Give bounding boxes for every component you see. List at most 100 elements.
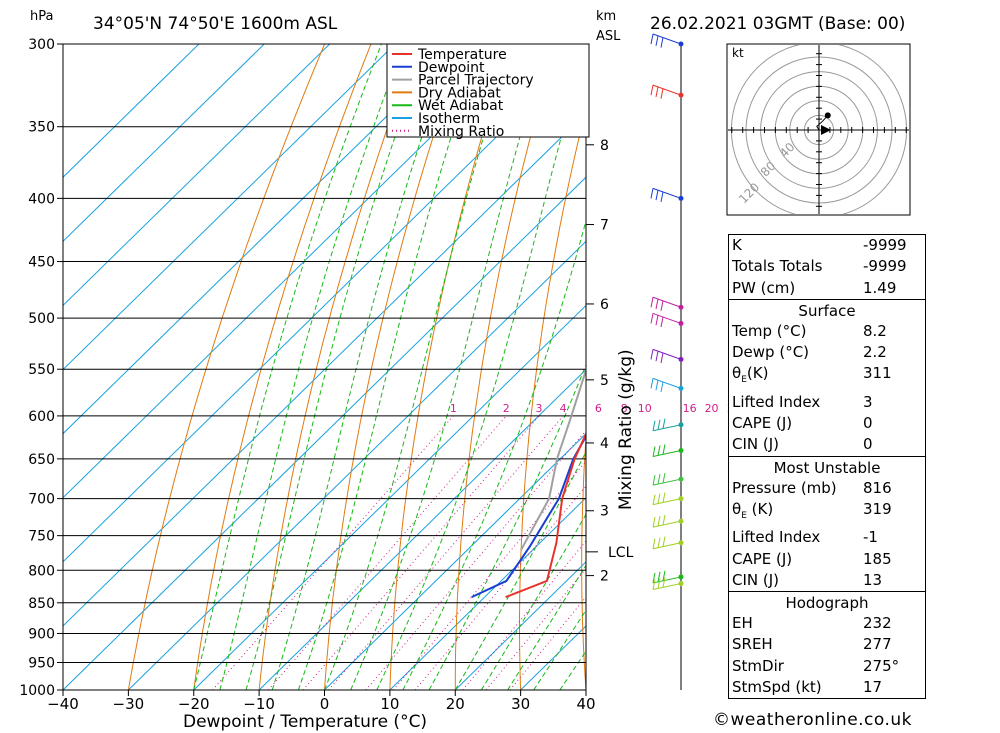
stmdir-label: StmDir (732, 656, 784, 675)
mu-pressure-label: Pressure (mb) (732, 478, 837, 497)
wind-barb-staff (652, 576, 682, 584)
pressure-lines (63, 43, 586, 691)
wind-barb-feather (655, 315, 659, 326)
wind-barb-feather (650, 188, 654, 199)
isotherm-line (324, 432, 586, 690)
temperature-tick-label: −20 (178, 695, 210, 713)
wind-barb-feather (650, 85, 654, 96)
mu-li-row: Lifted Index -1 (729, 527, 925, 548)
height-tick-label: 4 (600, 436, 609, 452)
mu-pressure-value: 816 (863, 478, 892, 497)
height-unit-asl: ASL (596, 29, 621, 44)
mixing-ratio-line (268, 415, 507, 690)
location-title: 34°05'N 74°50'E 1600m ASL (93, 14, 338, 34)
mu-cin-row: CIN (J) 13 (729, 570, 925, 591)
wet-adiabat-line (350, 44, 548, 690)
mixing-ratio-line (392, 460, 586, 690)
wind-barb-staff (652, 377, 682, 389)
wind-barb-feather (657, 493, 661, 504)
wind-barb-staff (652, 424, 682, 432)
wind-barb-feather (652, 446, 656, 457)
wind-barb-feather (652, 475, 656, 486)
pressure-tick-label: 750 (28, 529, 55, 545)
dry-adiabat-line (918, 44, 979, 690)
pressure-tick-label: 950 (28, 655, 55, 671)
pw-value: 1.49 (863, 278, 897, 297)
pressure-tick-label: 450 (28, 255, 55, 271)
parcel-trajectory (520, 366, 586, 551)
temperature-tick-label: 10 (380, 695, 399, 713)
wind-barb-staff (652, 478, 682, 486)
pressure-tick-label: 1000 (19, 683, 55, 699)
mixing-ratio-line (328, 415, 564, 690)
wet-adiabat-line (219, 44, 405, 690)
wind-barb-feather (662, 514, 666, 526)
mu-cape-value: 185 (863, 549, 892, 568)
wind-barb-feather (655, 380, 659, 391)
surface-cin-label: CIN (J) (732, 435, 780, 454)
surface-dewp-value: 2.2 (863, 343, 887, 362)
mixing-ratio-label: 1 (450, 402, 457, 415)
mixing-ratio-line (302, 415, 540, 690)
eh-row: EH 232 (729, 613, 925, 634)
surface-dewp-label: Dewp (°C) (732, 343, 810, 362)
mu-cape-row: CAPE (J) 185 (729, 549, 925, 570)
wind-barb-feather (655, 86, 659, 98)
mu-theta-label: θE (K) (732, 499, 774, 521)
temperature-tick-label: 20 (446, 695, 465, 713)
wind-barb-feather (662, 536, 666, 547)
datetime-title: 26.02.2021 03GMT (Base: 00) (650, 14, 905, 34)
wind-barb-feather (657, 578, 661, 589)
mu-cape-label: CAPE (J) (732, 549, 793, 568)
profile-layer (471, 366, 586, 599)
mixing-ratio-labels: 12346810162025 (450, 402, 741, 415)
wind-barb-feather (652, 517, 656, 528)
isotherm-line (128, 240, 586, 690)
surface-cape-label: CAPE (J) (732, 414, 793, 433)
pw-row: PW (cm) 1.49 (729, 278, 925, 299)
wet-adiabat-line (193, 44, 382, 690)
wet-adiabat-line (245, 44, 429, 690)
height-tick-label: 3 (600, 504, 609, 520)
wind-barb-feather (655, 351, 659, 362)
totals-row: Totals Totals -9999 (729, 256, 925, 277)
dry-adiabat-line (968, 44, 1000, 690)
height-tick-label: 7 (600, 218, 609, 234)
k-index-row: K -9999 (729, 235, 925, 256)
pressure-tick-label: 500 (28, 311, 55, 327)
wind-profile (650, 33, 684, 690)
wind-barb-feather (650, 33, 654, 45)
surface-temp-value: 8.2 (863, 321, 887, 340)
temperature-tick-label: 30 (511, 695, 530, 713)
mu-theta-row: θE (K) 319 (729, 499, 925, 527)
surface-theta-label: θE(K) (732, 364, 769, 386)
isotherm-line (63, 176, 586, 690)
surface-header: Surface (798, 301, 856, 320)
copyright-footer: ©weatheronline.co.uk (713, 710, 913, 730)
surface-temp-row: Temp (°C) 8.2 (729, 321, 925, 342)
isotherm-line (63, 44, 527, 499)
wind-barb-feather (655, 35, 659, 46)
pressure-unit: hPa (30, 9, 53, 24)
wind-barb-feather (652, 538, 656, 549)
dry-adiabat-line (519, 106, 586, 690)
isotherm-line (389, 497, 586, 690)
pressure-tick-label: 850 (28, 596, 55, 612)
temperature-tick-label: −30 (113, 695, 145, 713)
temperature-profile (505, 431, 586, 599)
surface-theta-row: θE(K) 311 (729, 363, 925, 391)
k-index-value: -9999 (863, 236, 907, 254)
mixing-ratio-label: 16 (683, 402, 697, 415)
pressure-tick-label: 650 (28, 452, 55, 468)
wind-barb-staff (652, 348, 682, 360)
surface-cape-value: 0 (863, 414, 873, 433)
wind-barb-feather (650, 349, 654, 360)
surface-li-value: 3 (863, 392, 873, 411)
isotherm-line (63, 44, 461, 435)
wind-barb-staff (652, 312, 682, 324)
dry-adiabat-line (642, 44, 696, 690)
wind-barb-feather (657, 419, 661, 430)
isotherm-line (63, 44, 331, 307)
